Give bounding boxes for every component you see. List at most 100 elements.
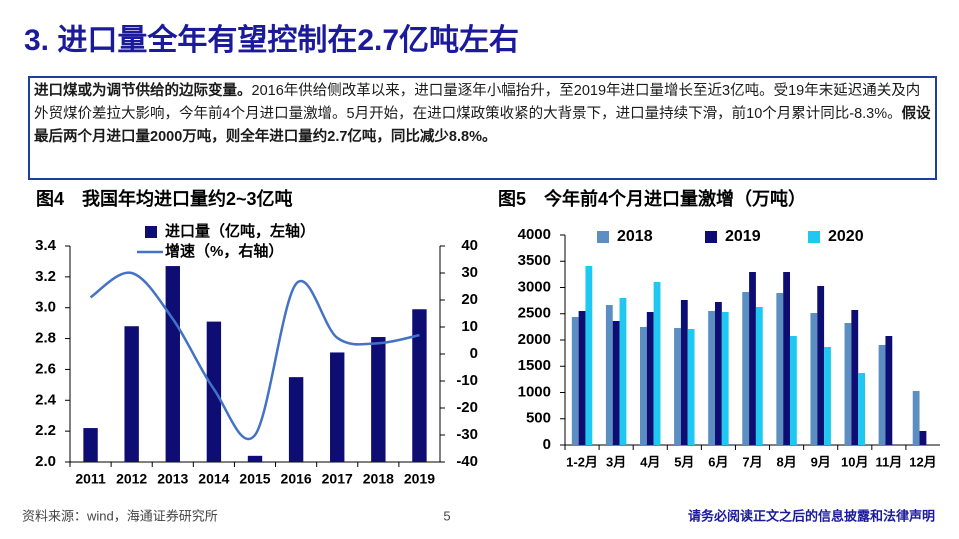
bar [721,312,729,445]
source: 资料来源：wind，海通证券研究所 [22,508,218,523]
bar [330,352,345,462]
bar [824,346,831,445]
bar [371,337,386,462]
y-tick-label: 2.8 [35,330,56,347]
y2-tick-label: 0 [470,345,478,362]
bar [858,373,865,445]
bar [783,272,790,445]
y2-tick-label: -40 [456,453,478,470]
disclaimer: 请务必阅读正文之后的信息披露和法律声明 [688,508,935,523]
y2-tick-label: -10 [456,372,478,389]
bar [578,311,586,445]
x-tick-label: 1-2月 [566,454,598,469]
bar [585,265,593,445]
y-tick-label: 2.6 [35,360,56,377]
bar [687,328,695,445]
y-tick-label: 2500 [518,305,551,322]
x-tick-label: 2019 [404,471,435,487]
bar [640,326,647,445]
legend-swatch [145,226,157,238]
line-series [89,271,420,441]
bar [919,430,927,445]
x-tick-label: 6月 [708,454,728,469]
y-tick-label: 3500 [518,252,551,269]
y2-tick-label: -30 [456,426,478,443]
x-tick-label: 8月 [776,454,796,469]
bar [165,266,180,462]
bar [755,306,763,445]
x-tick-label: 2016 [281,471,312,487]
bar [619,298,627,445]
bar [715,301,722,445]
x-tick-label: 2015 [239,471,270,487]
y-tick-label: 2000 [518,331,551,348]
chart-title: 图4 我国年均进口量约2~3亿吨 [36,188,293,209]
y-tick-label: 500 [526,410,551,427]
x-tick-label: 2011 [75,471,106,487]
bar [776,293,784,445]
x-tick-label: 2018 [363,471,394,487]
bar [817,285,825,445]
y-tick-label: 1500 [518,357,551,374]
bar [247,455,263,462]
y-tick-label: 1000 [518,383,551,400]
bar [412,309,427,462]
x-tick-label: 2013 [157,471,188,487]
y2-tick-label: 10 [461,318,478,335]
y2-tick-label: -20 [456,399,478,416]
y-tick-label: 3.0 [35,299,56,316]
bar [674,327,681,445]
y-tick-label: 3000 [518,278,551,295]
page-number: 5 [443,508,450,523]
legend-swatch [705,231,717,243]
bar [912,390,920,445]
legend-label: 进口量（亿吨，左轴） [165,222,315,240]
paragraph-segment: 2016年供给侧改革以来，进口量逐年小幅抬升，至2019年进口量增长至近3亿吨。… [34,83,921,122]
legend-label: 增速（%，右轴） [165,242,283,260]
y-tick-label: 2.2 [35,422,56,439]
y-tick-label: 0 [543,436,551,453]
bar [288,377,304,462]
bar [605,304,613,445]
bar [749,272,756,445]
y2-tick-label: 30 [461,264,478,281]
y-tick-label: 3.2 [35,268,56,285]
summary-box: 进口煤或为调节供给的边际变量。2016年供给侧改革以来，进口量逐年小幅抬升，至2… [28,76,937,180]
legend-swatch [597,231,609,243]
x-tick-label: 10月 [841,454,868,469]
legend-label: 2019 [725,228,761,245]
paragraph-segment: 假设最后两个月进口量2000万吨，则全年进口量约2.7亿吨，同比减少8.8%。 [34,106,931,145]
bar [851,310,859,445]
bar [810,313,818,445]
x-tick-label: 2017 [322,471,353,487]
bar [844,322,852,445]
bar [878,344,886,445]
bar [790,336,797,445]
chart-title: 图5 今年前4个月进口量激增（万吨） [498,188,806,209]
legend-label: 2020 [828,228,864,245]
x-tick-label: 2014 [198,471,229,487]
paragraph-segment: 进口煤或为调节供给的边际变量。 [34,83,252,99]
bar [742,292,750,445]
legend-label: 2018 [617,228,653,245]
x-tick-label: 12月 [909,454,936,469]
x-tick-label: 3月 [606,454,626,469]
y-tick-label: 2.0 [35,453,56,470]
x-tick-label: 9月 [811,454,831,469]
slide-title: 3. 进口量全年有望控制在2.7亿吨左右 [24,23,519,57]
bar [83,428,98,462]
y-tick-label: 2.4 [35,391,57,408]
y2-tick-label: 40 [461,237,478,254]
bar [646,312,654,445]
x-tick-label: 2012 [116,471,147,487]
bar [124,326,139,462]
bar [571,317,579,445]
bar [612,320,620,445]
y2-tick-label: 20 [461,291,478,308]
bar [708,311,715,445]
bar [206,321,222,462]
bar [653,281,661,445]
y-tick-label: 3.4 [35,237,57,254]
